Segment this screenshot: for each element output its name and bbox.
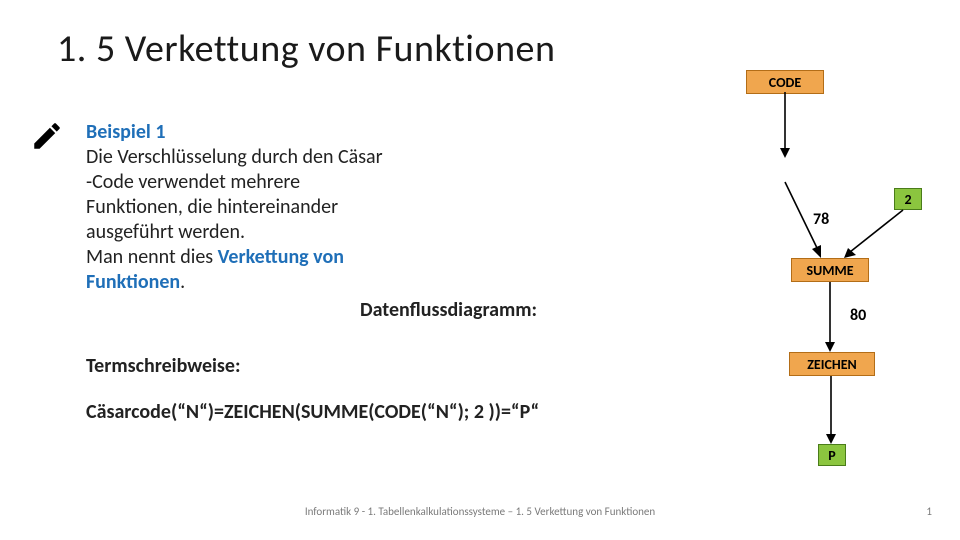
body-line-4: ausgeführt werden. (86, 220, 245, 244)
body-bold-1: Verkettung von (218, 245, 344, 269)
body-line-3: Funktionen, die hintereinander (86, 195, 338, 219)
diagram-arrows (670, 70, 950, 478)
flow-diagram: N CODE 2 78 SUMME 80 ZEICHEN P (670, 70, 950, 478)
formula: Cäsarcode(“N“)=ZEICHEN(SUMME(CODE(“N“); … (86, 400, 539, 424)
body-line-5d: . (180, 270, 185, 294)
page-title: 1. 5 Verkettung von Funktionen (57, 26, 555, 72)
dfd-label: Datenflussdiagramm: (360, 298, 537, 322)
body-text: Beispiel 1 Die Verschlüsselung durch den… (86, 120, 426, 295)
body-line-2: -Code verwendet mehrere (86, 170, 300, 194)
pencil-icon (30, 119, 64, 153)
body-bold-2: Funktionen (86, 270, 180, 294)
example-heading: Beispiel 1 (86, 120, 165, 144)
body-line-1: Die Verschlüsselung durch den Cäsar (86, 145, 383, 169)
footer-text: Informatik 9 - 1. Tabellenkalkulationssy… (0, 505, 960, 518)
term-label: Termschreibweise: (86, 354, 241, 378)
page-number: 1 (926, 505, 932, 518)
body-line-5a: Man nennt dies (86, 245, 218, 269)
